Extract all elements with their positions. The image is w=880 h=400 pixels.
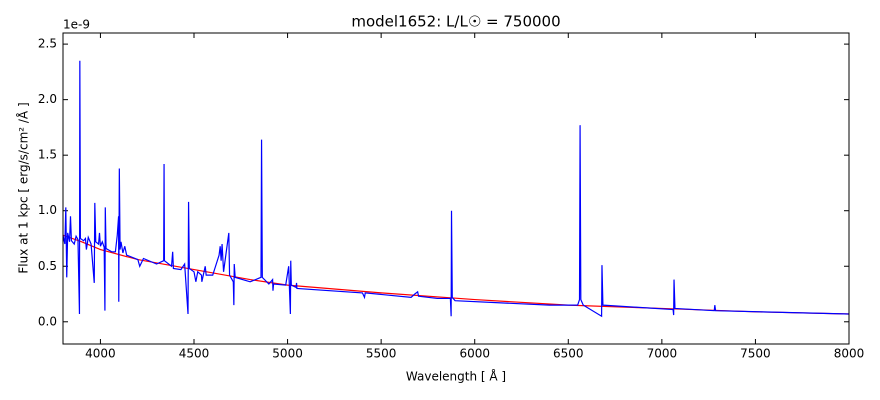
y-tick-label: 2.0 — [38, 92, 57, 106]
x-tick-label: 7000 — [647, 347, 678, 361]
y-tick-label: 1.0 — [38, 203, 57, 217]
x-tick-label: 4000 — [85, 347, 116, 361]
x-tick-label: 5500 — [366, 347, 397, 361]
y-tick-label: 0.0 — [38, 314, 57, 328]
x-tick-label: 7500 — [740, 347, 771, 361]
x-axis-label: Wavelength [ Å ] — [406, 369, 506, 384]
chart-title: model1652: L/L☉ = 750000 — [351, 13, 560, 31]
y-tick-label: 1.5 — [38, 148, 57, 162]
x-tick-label: 6000 — [459, 347, 490, 361]
y-axis-label: Flux at 1 kpc [ erg/s/cm² /Å ] — [16, 102, 31, 273]
spectrum-line — [62, 60, 850, 318]
y-tick-label: 2.5 — [38, 37, 57, 51]
x-tick-label: 8000 — [834, 347, 865, 361]
y-offset-label: 1e-9 — [63, 18, 90, 32]
plot-frame — [62, 32, 850, 345]
x-tick-label: 6500 — [553, 347, 584, 361]
spectrum-line — [62, 234, 850, 315]
x-tick-label: 5000 — [272, 347, 303, 361]
y-tick-label: 0.5 — [38, 259, 57, 273]
x-tick-label: 4500 — [179, 347, 210, 361]
